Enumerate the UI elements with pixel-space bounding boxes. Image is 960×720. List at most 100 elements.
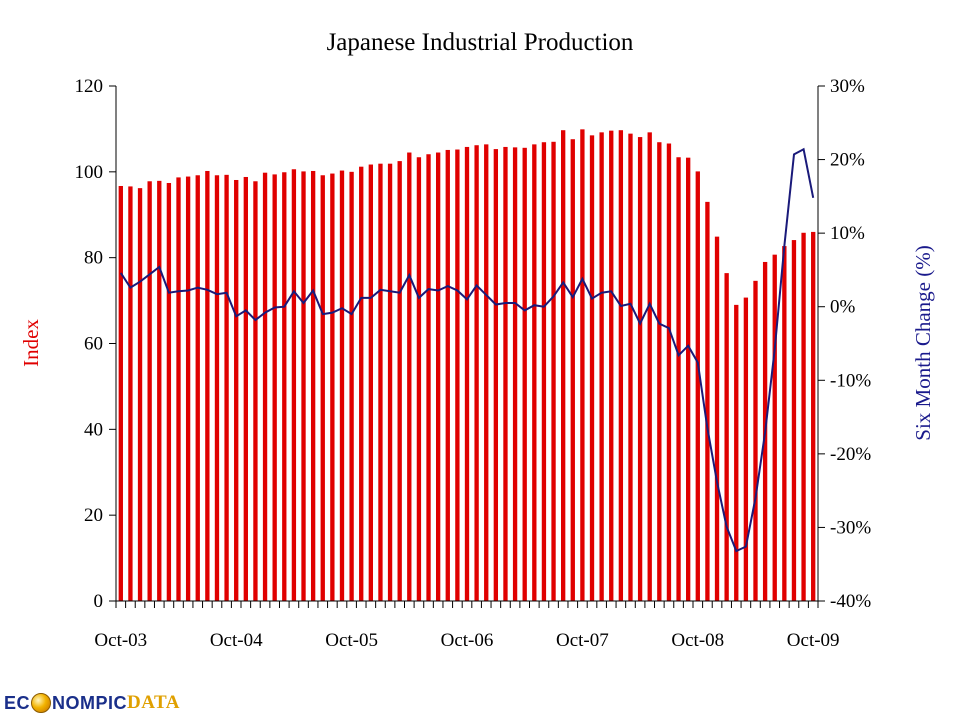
x-tick-label: Oct-07 <box>556 630 609 651</box>
y-tick-label-right: -40% <box>830 591 871 612</box>
y-tick-label-right: 10% <box>830 223 865 244</box>
bar <box>618 130 624 601</box>
bar <box>243 176 248 601</box>
bar <box>253 181 258 601</box>
x-tick-label: Oct-05 <box>325 630 378 651</box>
bar <box>695 171 700 601</box>
bar <box>426 154 431 602</box>
bar <box>214 175 220 601</box>
bar <box>176 177 181 601</box>
bar <box>128 186 133 602</box>
chart-title: Japanese Industrial Production <box>327 29 634 56</box>
bar <box>234 179 239 602</box>
axes: 0 20 40 60 80 100 120 -40% -30% -20% -10% 0% 10% 20% 3… <box>75 76 872 651</box>
bar <box>512 147 518 601</box>
y-tick-label-right: 20% <box>830 150 865 171</box>
bar <box>522 147 527 602</box>
bar <box>551 141 556 601</box>
y-tick-label-left: 40 <box>84 419 103 440</box>
bar <box>743 297 749 601</box>
bar <box>724 273 729 601</box>
bar <box>503 146 508 602</box>
bar <box>628 133 633 601</box>
y-tick-label-left: 120 <box>75 76 104 97</box>
bar <box>455 149 460 601</box>
bar <box>589 135 595 601</box>
y-tick-label-left: 100 <box>75 162 104 183</box>
bar <box>647 132 652 601</box>
y-tick-label-left: 60 <box>84 334 103 355</box>
y-tick-label-right: -30% <box>830 517 871 538</box>
logo-text-nompic: NOMPIC <box>52 692 128 713</box>
y-tick-label-right: 0% <box>830 297 856 318</box>
bar <box>445 149 450 601</box>
y-axis-left-label: Index <box>19 319 43 367</box>
bar <box>407 152 412 602</box>
bar <box>185 176 191 601</box>
bar <box>368 164 373 601</box>
bar <box>262 172 268 602</box>
logo-text-data: DATA <box>127 692 181 713</box>
bar <box>714 236 720 601</box>
bar <box>435 152 441 602</box>
bar <box>378 163 383 601</box>
bar <box>570 139 575 601</box>
bar <box>734 304 739 601</box>
bar <box>532 144 537 601</box>
bar <box>282 172 287 601</box>
economicdata-logo: EC NOMPIC DATA <box>4 690 180 716</box>
bar <box>320 175 325 601</box>
bar <box>416 157 422 601</box>
bar <box>657 142 662 602</box>
bar <box>637 137 643 601</box>
bar <box>310 170 316 601</box>
y-tick-label-left: 20 <box>84 505 103 526</box>
globe-icon <box>31 693 52 713</box>
bar <box>484 144 489 601</box>
bar <box>157 180 162 602</box>
bar <box>387 163 393 601</box>
y-tick-label-left: 80 <box>84 248 103 269</box>
bar <box>493 149 499 601</box>
bar <box>301 171 306 601</box>
y-tick-label-right: 30% <box>830 76 865 97</box>
bar <box>580 129 585 602</box>
bar <box>561 130 566 601</box>
bar <box>224 174 229 601</box>
bar <box>474 145 479 601</box>
bar <box>349 171 354 602</box>
bar <box>464 146 470 602</box>
bar <box>791 240 797 601</box>
x-tick-label: Oct-06 <box>441 630 494 651</box>
x-tick-label: Oct-08 <box>671 630 724 651</box>
x-tick-label: Oct-04 <box>210 630 263 651</box>
logo-text-ec: EC <box>4 692 31 713</box>
bar-series <box>118 129 816 602</box>
bar <box>359 166 364 601</box>
bar <box>330 173 335 602</box>
x-tick-label: Oct-09 <box>787 630 840 651</box>
bar <box>205 170 210 601</box>
bar <box>147 181 152 601</box>
bar <box>666 143 672 601</box>
bar <box>166 182 172 601</box>
bar <box>339 170 345 601</box>
y-tick-label-right: -20% <box>830 444 871 465</box>
bar <box>801 232 806 601</box>
bar <box>705 201 710 601</box>
bar <box>599 132 604 601</box>
bar <box>676 157 681 601</box>
bar <box>753 280 758 601</box>
y-tick-label-right: -10% <box>830 370 871 391</box>
bar <box>541 142 547 602</box>
bar <box>609 130 614 601</box>
y-axis-right-label: Six Month Change (%) <box>911 245 935 440</box>
bar <box>782 246 787 601</box>
bar <box>137 188 143 601</box>
y-tick-label-left: 0 <box>94 591 104 612</box>
bar <box>272 174 277 602</box>
bar <box>397 161 402 601</box>
bar <box>195 175 200 601</box>
x-tick-label: Oct-03 <box>94 630 147 651</box>
